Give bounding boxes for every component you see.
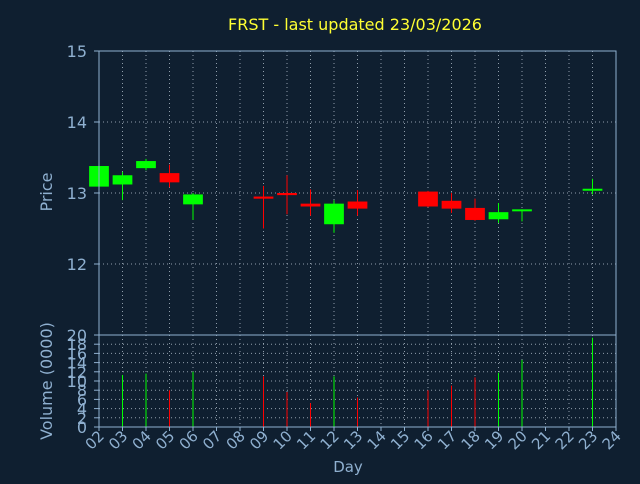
price-tick-label: 15: [67, 42, 87, 61]
candle-body: [159, 173, 180, 183]
volume-tick-label: 12: [67, 363, 87, 382]
x-tick-label: 17: [434, 427, 460, 453]
volume-tick-label: 8: [77, 381, 87, 400]
volume-tick-label: 6: [77, 390, 87, 409]
x-tick-label: 22: [552, 427, 578, 453]
candle-body: [277, 193, 297, 196]
x-tick-label: 08: [223, 427, 249, 453]
candle-body: [512, 209, 532, 212]
volume-tick-label: 16: [67, 344, 87, 363]
x-tick-label: 06: [176, 427, 202, 453]
x-tick-label: 03: [105, 427, 131, 453]
candle-body: [488, 212, 509, 220]
x-tick-label: 11: [293, 427, 319, 453]
x-tick-label: 15: [387, 427, 413, 453]
x-tick-label: 23: [575, 427, 601, 453]
x-tick-label: 13: [340, 427, 366, 453]
volume-tick-label: 10: [67, 372, 87, 391]
x-axis-label: Day: [333, 458, 363, 476]
chart-title: FRST - last updated 23/03/2026: [228, 15, 482, 34]
x-tick-label: 21: [528, 427, 554, 453]
candle-body: [183, 194, 203, 205]
x-tick-label: 20: [505, 427, 531, 453]
volume-tick-label: 14: [67, 354, 87, 373]
candle-body: [441, 200, 462, 209]
volume-tick-label: 18: [67, 335, 87, 354]
x-tick-label: 07: [199, 427, 225, 453]
candle-body: [136, 161, 156, 169]
candle-body: [418, 191, 438, 207]
x-tick-label: 10: [270, 427, 296, 453]
x-tick-label: 24: [599, 427, 625, 453]
x-tick-label: 04: [129, 427, 155, 453]
price-axis-label: Price: [37, 172, 56, 211]
candle-body: [253, 196, 274, 199]
price-tick-label: 12: [67, 255, 87, 274]
candle-body: [324, 203, 344, 225]
volume-tick-label: 2: [77, 409, 87, 428]
volume-tick-label: 4: [77, 400, 87, 419]
candle-body: [582, 188, 603, 191]
volume-axis-label: Volume (0000): [37, 322, 56, 440]
x-tick-label: 05: [152, 427, 178, 453]
x-tick-label: 12: [317, 427, 343, 453]
volume-tick-label: 20: [67, 326, 87, 345]
x-tick-label: 09: [246, 427, 272, 453]
x-tick-label: 18: [458, 427, 484, 453]
x-axis: 0203040506070809101112131415161718192021…: [82, 427, 625, 453]
x-tick-label: 19: [481, 427, 507, 453]
x-tick-label: 16: [411, 427, 437, 453]
volume-tick-label: 0: [77, 418, 87, 437]
candle-body: [347, 201, 368, 209]
price-tick-label: 14: [67, 113, 87, 132]
candle-body: [112, 175, 133, 185]
candle-body: [465, 207, 485, 220]
x-tick-label: 14: [364, 427, 390, 453]
candle-body: [300, 203, 321, 207]
price-tick-label: 13: [67, 184, 87, 203]
price-panel: 12 13 14 15: [67, 42, 617, 336]
